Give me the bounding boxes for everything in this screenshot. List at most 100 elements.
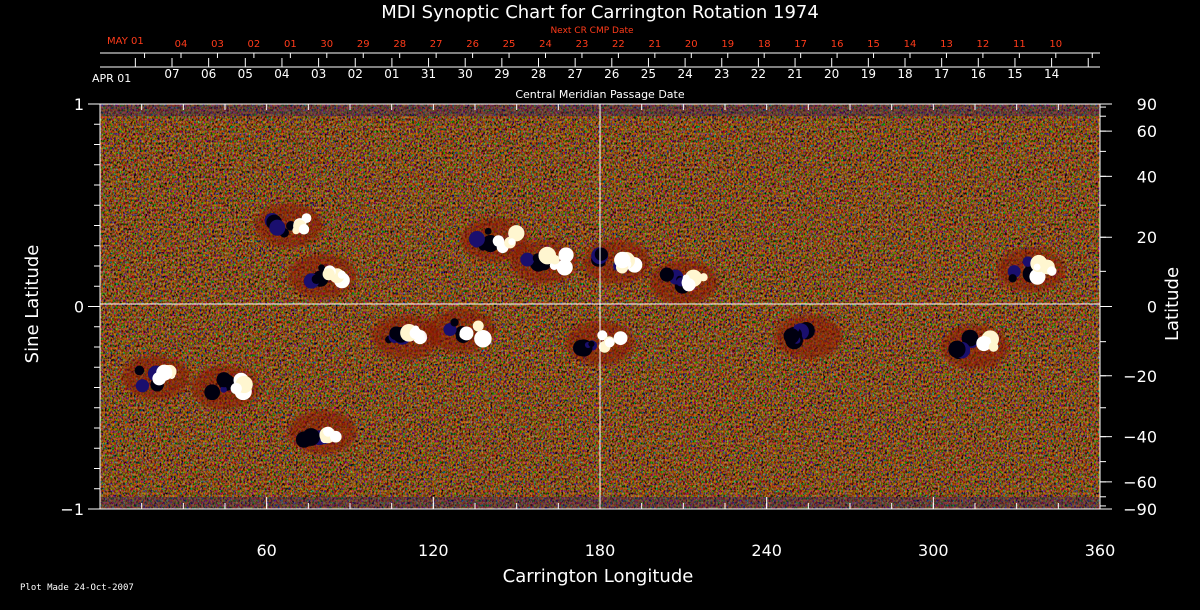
cmp-date-label: 24 xyxy=(677,67,692,81)
y-right-tick-label: 0 xyxy=(1147,298,1157,317)
y-axis-left-label: Sine Latitude xyxy=(22,245,43,364)
negative-flux-patch xyxy=(594,247,608,261)
cmp-axis-title: Central Meridian Passage Date xyxy=(515,88,684,101)
cmp-start-label: APR 01 xyxy=(92,72,131,85)
positive-flux-patch xyxy=(508,238,516,246)
negative-flux-patch xyxy=(220,386,227,393)
y-right-tick-label: 60 xyxy=(1137,122,1157,141)
plot-made-label: Plot Made 24-Oct-2007 xyxy=(20,583,134,593)
x-axis: 60 120 180 240 300 360 xyxy=(141,104,1116,560)
cmp-date-label: 29 xyxy=(494,67,509,81)
next-cmp-date-label: 03 xyxy=(211,39,224,50)
positive-flux-patch xyxy=(156,364,173,381)
positive-flux-patch xyxy=(464,332,471,339)
y-axis-right: 90 60 40 20 0 −20 −40 −60 −90 xyxy=(1100,95,1157,519)
cmp-date-label: 28 xyxy=(531,67,546,81)
cmp-date-label: 01 xyxy=(384,67,399,81)
y-left-tick-label: 0 xyxy=(74,298,84,317)
next-cmp-date-label: 10 xyxy=(1049,39,1062,50)
positive-flux-patch xyxy=(472,320,484,332)
next-cmp-date-label: 01 xyxy=(284,39,297,50)
next-cmp-date-label: 16 xyxy=(831,39,844,50)
positive-flux-patch xyxy=(474,329,492,348)
cmp-date-label: 03 xyxy=(311,67,326,81)
positive-flux-patch xyxy=(1033,263,1041,271)
negative-flux-patch xyxy=(135,379,150,393)
negative-flux-patch xyxy=(520,252,535,267)
x-tick-label: 240 xyxy=(751,541,782,560)
positive-flux-patch xyxy=(301,213,312,224)
negative-flux-patch xyxy=(961,329,979,347)
cmp-date-label: 25 xyxy=(641,67,656,81)
positive-flux-patch xyxy=(1047,266,1057,276)
next-cmp-date-label: 30 xyxy=(320,39,333,50)
cmp-date-label: 18 xyxy=(897,67,912,81)
active-region xyxy=(427,308,496,353)
positive-flux-patch xyxy=(230,382,242,395)
active-region xyxy=(288,254,357,299)
active-region xyxy=(460,217,529,262)
next-cmp-start-label: MAY 01 xyxy=(107,36,144,47)
next-cmp-date-label: 02 xyxy=(248,39,261,50)
cmp-date-label: 22 xyxy=(751,67,766,81)
x-tick-label: 60 xyxy=(256,541,276,560)
active-region xyxy=(191,365,259,410)
next-cmp-date-label: 20 xyxy=(685,39,698,50)
cmp-date-label: 07 xyxy=(164,67,179,81)
next-cmp-date-label: 24 xyxy=(539,39,552,50)
cmp-date-label: 02 xyxy=(348,67,363,81)
negative-flux-patch xyxy=(302,428,320,446)
positive-flux-patch xyxy=(604,337,615,348)
negative-flux-patch xyxy=(468,230,485,247)
negative-flux-patch xyxy=(484,227,492,235)
cmp-date-label: 06 xyxy=(201,67,216,81)
cmp-date-label: 15 xyxy=(1007,67,1022,81)
cmp-date-label: 19 xyxy=(861,67,876,81)
active-region xyxy=(582,239,651,284)
cmp-date-label: 23 xyxy=(714,67,729,81)
next-cmp-date-label: 13 xyxy=(940,39,953,50)
cmp-date-label: 26 xyxy=(604,67,619,81)
positive-flux-patch xyxy=(337,270,346,279)
positive-flux-patch xyxy=(988,342,999,352)
positive-flux-patch xyxy=(1029,268,1046,285)
negative-flux-patch xyxy=(269,219,286,236)
positive-flux-patch xyxy=(508,225,525,242)
negative-flux-patch xyxy=(311,274,322,285)
next-cmp-date-label: 26 xyxy=(466,39,479,50)
next-cmp-date-label: 04 xyxy=(175,39,188,50)
positive-flux-patch xyxy=(984,337,991,344)
negative-flux-patch xyxy=(659,267,674,282)
active-region xyxy=(510,239,579,284)
cmp-date-label: 27 xyxy=(568,67,583,81)
y-right-tick-label: −90 xyxy=(1123,500,1157,519)
next-cmp-date-label: 15 xyxy=(867,39,880,50)
active-region xyxy=(649,260,718,305)
active-region xyxy=(254,203,323,248)
next-cmp-date-label: 14 xyxy=(904,39,917,50)
cmp-date-label: 31 xyxy=(421,67,436,81)
negative-flux-patch xyxy=(948,340,966,358)
y-left-tick-label: 1 xyxy=(74,95,84,114)
negative-flux-patch xyxy=(1008,274,1017,283)
x-tick-label: 300 xyxy=(918,541,949,560)
y-right-tick-label: 20 xyxy=(1137,228,1157,247)
cmp-date-label: 20 xyxy=(824,67,839,81)
active-region xyxy=(288,410,357,455)
next-cmp-date-label: 27 xyxy=(430,39,443,50)
next-cmp-date-label: 22 xyxy=(612,39,625,50)
positive-flux-patch xyxy=(322,268,335,281)
next-cmp-date-label: 29 xyxy=(357,39,370,50)
positive-flux-patch xyxy=(613,331,628,346)
next-cmp-date-label: 25 xyxy=(503,39,516,50)
y-right-tick-label: −40 xyxy=(1123,428,1157,447)
cmp-date-label: 21 xyxy=(787,67,802,81)
chart-title: MDI Synoptic Chart for Carrington Rotati… xyxy=(381,2,819,23)
y-axis-right-label: Latitude xyxy=(1162,267,1183,341)
y-right-tick-label: 90 xyxy=(1137,95,1157,114)
next-cmp-date-label: 23 xyxy=(576,39,589,50)
y-right-tick-label: 40 xyxy=(1137,167,1157,186)
active-region xyxy=(121,355,190,400)
x-tick-label: 360 xyxy=(1085,541,1116,560)
